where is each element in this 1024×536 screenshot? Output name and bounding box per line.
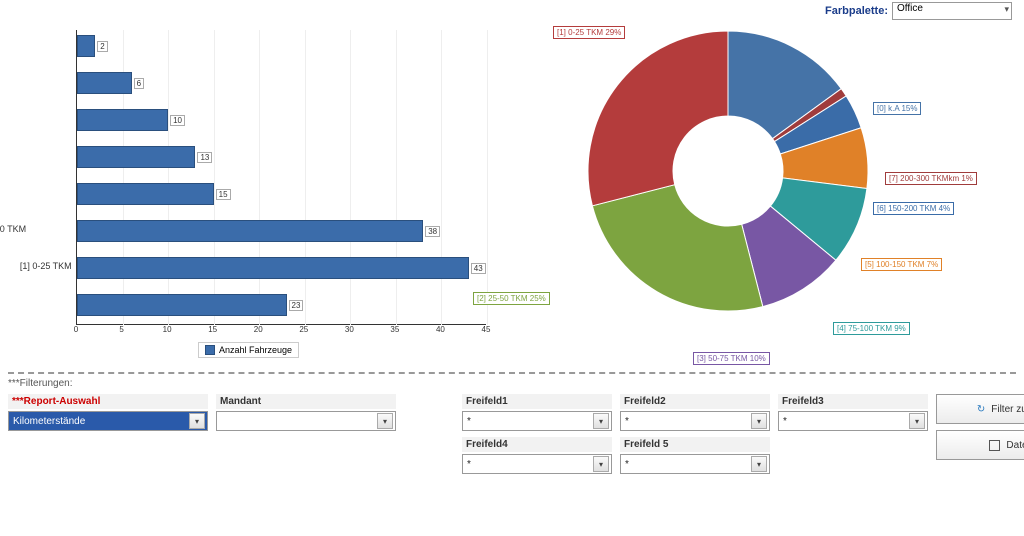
field-report-label: ***Report-Auswahl [8, 394, 208, 409]
donut-slice-label: [4] 75-100 TKM 9% [833, 322, 910, 335]
field-freifeld3: Freifeld3 *▾ [778, 394, 928, 431]
bar-row: [6] 150-200 TKM6 [77, 72, 144, 94]
bar-row: [1] 0-25 TKM43 [77, 257, 486, 279]
field-mandant-label: Mandant [216, 394, 396, 409]
field-freifeld2: Freifeld2 *▾ [620, 394, 770, 431]
donut-slice-label: [0] k.A 15% [873, 102, 921, 115]
donut-slice-label: [1] 0-25 TKM 29% [553, 26, 625, 39]
donut-slice-label: [5] 100-150 TKM 7% [861, 258, 942, 271]
chevron-down-icon: ▾ [593, 456, 609, 472]
bar-row: [3] 50-75 TKM15 [77, 183, 231, 205]
datatable-button[interactable]: Datentabelle [936, 430, 1024, 460]
palette-select[interactable]: Office [892, 2, 1012, 20]
divider [8, 372, 1016, 374]
donut-slice-label: [7] 200-300 TKMkm 1% [885, 172, 977, 185]
legend-swatch [205, 345, 215, 355]
bar-row: [4] 75-100 TKM13 [77, 146, 212, 168]
field-report-input[interactable]: Kilometerstände▾ [8, 411, 208, 431]
bar-row: [7] 200-300 TKMkm2 [77, 35, 108, 57]
bar-chart: [7] 200-300 TKMkm2 [6] 150-200 TKM6 [5] 10… [76, 30, 486, 325]
field-freifeld3-label: Freifeld3 [778, 394, 928, 409]
bar-row: [0] k.A23 [77, 294, 303, 316]
field-freifeld4: Freifeld4 *▾ [462, 437, 612, 474]
legend-text: Anzahl Fahrzeuge [219, 345, 292, 355]
donut-slice-label: [6] 150-200 TKM 4% [873, 202, 954, 215]
field-mandant-input[interactable]: ▾ [216, 411, 396, 431]
palette-value: Office [897, 3, 923, 14]
checkbox-icon [989, 440, 1000, 451]
field-freifeld4-label: Freifeld4 [462, 437, 612, 452]
field-freifeld5: Freifeld 5 *▾ [620, 437, 770, 474]
palette-picker: Farbpalette: Office [825, 2, 1012, 20]
charts-row: [7] 200-300 TKMkm2 [6] 150-200 TKM6 [5] 10… [8, 22, 1016, 372]
chevron-down-icon: ▾ [751, 456, 767, 472]
field-freifeld1-input[interactable]: *▾ [462, 411, 612, 431]
field-freifeld2-label: Freifeld2 [620, 394, 770, 409]
chevron-down-icon: ▾ [189, 413, 205, 429]
field-freifeld3-input[interactable]: *▾ [778, 411, 928, 431]
donut-slice [592, 185, 762, 311]
donut-chart-panel: [0] k.A 15% [7] 200-300 TKMkm 1% [6] 150-2… [493, 22, 1016, 352]
chevron-down-icon: ▾ [751, 413, 767, 429]
bar-row: [5] 100-150 TKM10 [77, 109, 185, 131]
donut-chart [583, 26, 873, 316]
chevron-down-icon: ▾ [593, 413, 609, 429]
field-mandant: Mandant ▾ [216, 394, 396, 431]
donut-slice-label: [2] 25-50 TKM 25% [473, 292, 550, 305]
filter-section-title: ***Filterungen: [8, 378, 72, 389]
palette-label: Farbpalette: [825, 5, 888, 17]
field-freifeld5-input[interactable]: *▾ [620, 454, 770, 474]
bar-legend: Anzahl Fahrzeuge [198, 342, 299, 358]
refresh-icon: ↻ [977, 404, 985, 415]
donut-slice-label: [3] 50-75 TKM 10% [693, 352, 770, 365]
chevron-down-icon: ▾ [377, 413, 393, 429]
field-freifeld1-label: Freifeld1 [462, 394, 612, 409]
button-column: ↻Filter zurücksetzen Datentabelle [936, 394, 1024, 460]
field-report: ***Report-Auswahl Kilometerstände▾ [8, 394, 208, 431]
bar-chart-panel: [7] 200-300 TKMkm2 [6] 150-200 TKM6 [5] 10… [8, 22, 493, 352]
field-freifeld2-input[interactable]: *▾ [620, 411, 770, 431]
field-freifeld1: Freifeld1 *▾ [462, 394, 612, 431]
chevron-down-icon: ▾ [909, 413, 925, 429]
filters-grid: ***Report-Auswahl Kilometerstände▾ Manda… [8, 394, 1016, 474]
donut-slice [588, 31, 728, 206]
field-freifeld4-input[interactable]: *▾ [462, 454, 612, 474]
bar-row: [2] 25-50 TKM38 [77, 220, 440, 242]
field-freifeld5-label: Freifeld 5 [620, 437, 770, 452]
reset-filter-button[interactable]: ↻Filter zurücksetzen [936, 394, 1024, 424]
